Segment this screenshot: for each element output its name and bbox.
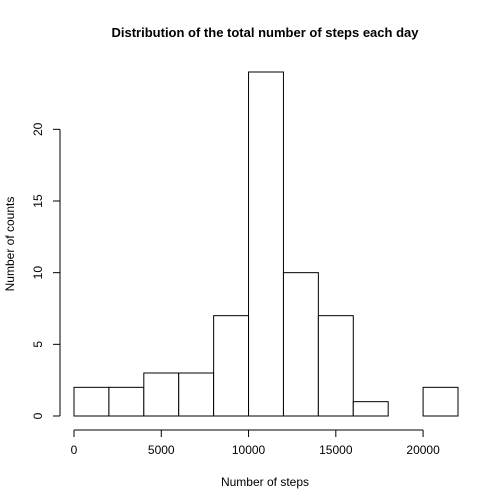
- x-tick-label: 5000: [148, 443, 175, 457]
- histogram-bar: [108, 386, 145, 417]
- histogram-bar: [178, 372, 215, 417]
- x-axis: 0 5000 10000 15000 20000: [71, 429, 440, 457]
- y-tick-label: 10: [31, 266, 45, 280]
- y-tick-label: 15: [31, 194, 45, 208]
- histogram-bar: [73, 386, 110, 417]
- bars-layer: [73, 71, 459, 417]
- y-tick-label: 0: [31, 412, 45, 419]
- y-axis-label: Number of counts: [3, 197, 17, 292]
- y-tick-label: 20: [31, 122, 45, 136]
- x-axis-label: Number of steps: [221, 475, 309, 489]
- histogram-bar: [317, 315, 354, 417]
- x-tick-label: 15000: [319, 443, 353, 457]
- chart-title: Distribution of the total number of step…: [112, 25, 420, 40]
- y-tick-label: 5: [31, 341, 45, 348]
- histogram-bar: [248, 71, 284, 417]
- histogram-bar: [213, 315, 250, 417]
- histogram-bar: [352, 401, 389, 417]
- y-axis: 0 5 10 15 20: [31, 122, 61, 419]
- histogram-bar: [143, 372, 180, 417]
- x-tick-label: 0: [71, 443, 78, 457]
- histogram-bar: [422, 386, 459, 417]
- x-tick-label: 10000: [232, 443, 266, 457]
- histogram-bar: [282, 272, 319, 417]
- x-tick-label: 20000: [406, 443, 440, 457]
